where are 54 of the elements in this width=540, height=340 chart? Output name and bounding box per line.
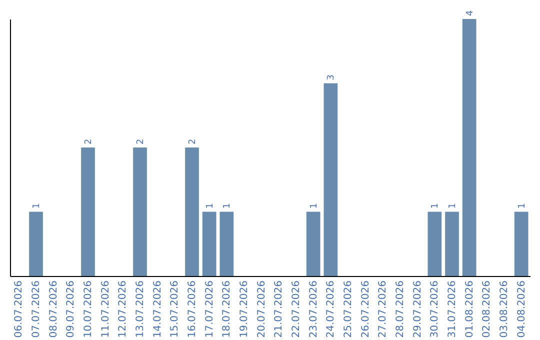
x-tick-label: 09.07.2026 — [66, 280, 77, 338]
bar — [81, 148, 95, 276]
x-tick-label: 26.07.2026 — [360, 280, 372, 338]
x-tick-label: 10.07.2026 — [83, 280, 94, 338]
x-tick-label: 12.07.2026 — [118, 280, 129, 338]
x-tick-label: 22.07.2026 — [291, 280, 302, 338]
bar — [445, 212, 459, 276]
x-tick-label: 01.08.2026 — [464, 280, 476, 338]
x-tick-label: 02.08.2026 — [482, 280, 493, 338]
x-tick-label: 24.07.2026 — [326, 280, 337, 338]
x-tick-label: 08.07.2026 — [48, 280, 60, 338]
x-tick-label: 07.07.2026 — [31, 280, 42, 338]
bar — [29, 212, 43, 276]
x-tick-label: 17.07.2026 — [204, 280, 216, 338]
x-tick-label: 13.07.2026 — [135, 280, 146, 338]
x-tick-label: 28.07.2026 — [395, 280, 406, 338]
bar — [220, 212, 234, 276]
data-label: 2 — [84, 138, 94, 144]
x-tick-label: 19.07.2026 — [239, 280, 250, 338]
data-label: 1 — [517, 203, 528, 209]
x-tick-label: 04.08.2026 — [516, 280, 528, 338]
x-tick-label: 06.07.2026 — [14, 280, 25, 338]
data-label: 1 — [32, 203, 42, 209]
data-label: 2 — [136, 138, 146, 144]
bar — [514, 212, 528, 276]
data-label: 3 — [326, 74, 337, 80]
data-label: 1 — [222, 203, 233, 209]
bar — [462, 19, 476, 276]
x-tick-label: 31.07.2026 — [447, 280, 458, 338]
x-tick-label: 16.07.2026 — [187, 280, 198, 338]
x-tick-label: 18.07.2026 — [222, 280, 233, 338]
x-tick-label: 11.07.2026 — [100, 280, 112, 338]
data-label: 1 — [448, 203, 458, 209]
data-label: 2 — [188, 138, 198, 144]
x-tick-label: 23.07.2026 — [308, 280, 320, 338]
bar — [133, 148, 147, 276]
data-label: 1 — [430, 203, 441, 209]
bar — [185, 148, 199, 276]
x-tick-label: 27.07.2026 — [378, 280, 389, 338]
x-tick-label: 03.08.2026 — [499, 280, 510, 338]
data-label: 1 — [205, 203, 216, 209]
x-tick-label: 30.07.2026 — [430, 280, 441, 338]
x-tick-label: 20.07.2026 — [256, 280, 268, 338]
x-tick-label: 29.07.2026 — [412, 280, 424, 338]
x-tick-label: 15.07.2026 — [170, 280, 181, 338]
x-tick-label: 14.07.2026 — [152, 280, 164, 338]
bar — [428, 212, 442, 276]
data-label: 1 — [309, 203, 320, 209]
bar — [324, 83, 338, 276]
bar — [202, 212, 216, 276]
x-tick-label: 21.07.2026 — [274, 280, 285, 338]
data-label: 4 — [465, 10, 476, 16]
x-tick-label: 25.07.2026 — [343, 280, 354, 338]
bar — [306, 212, 320, 276]
